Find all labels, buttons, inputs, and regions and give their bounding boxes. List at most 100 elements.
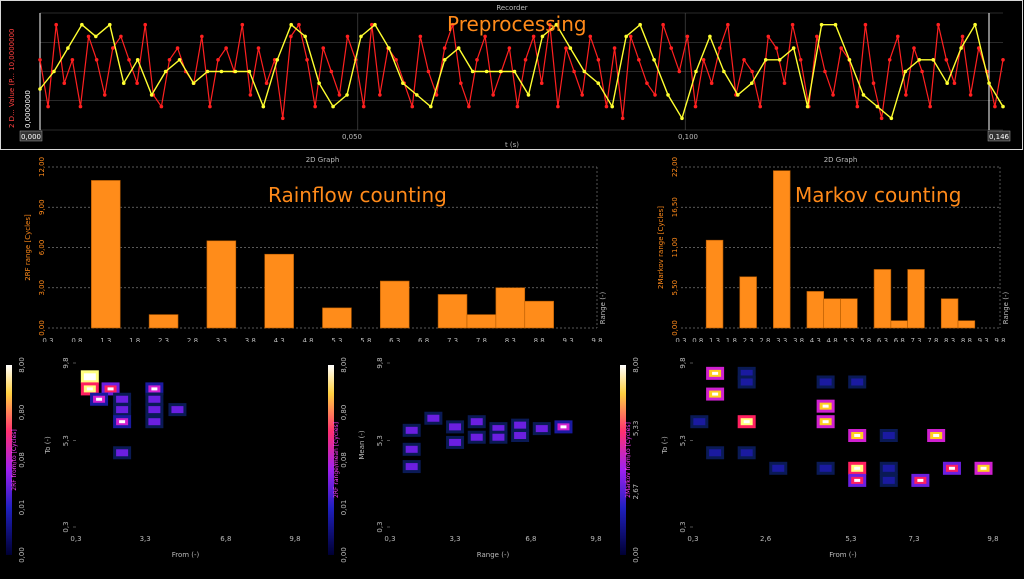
data-point bbox=[66, 46, 70, 50]
data-point bbox=[920, 69, 924, 74]
data-point bbox=[240, 22, 245, 27]
data-point bbox=[456, 46, 461, 50]
x-axis-label: Range (-) bbox=[599, 292, 607, 325]
x-tick-label: 8,3 bbox=[944, 337, 955, 342]
data-point bbox=[1001, 58, 1005, 62]
data-point bbox=[777, 58, 782, 62]
data-point bbox=[903, 69, 908, 74]
y-axis-label: 2 D... Value (P... 10,0000000 bbox=[8, 29, 16, 129]
bar bbox=[206, 240, 237, 329]
x-tick-label: 9,3 bbox=[563, 337, 574, 342]
data-point bbox=[889, 116, 894, 121]
data-point bbox=[887, 58, 892, 62]
x-tick-label: 7,8 bbox=[927, 337, 938, 342]
data-point bbox=[931, 58, 936, 62]
bar bbox=[806, 291, 825, 329]
data-point bbox=[540, 34, 545, 39]
data-point bbox=[863, 22, 868, 27]
x-end-box bbox=[987, 130, 1011, 142]
data-point bbox=[661, 22, 665, 27]
data-point bbox=[959, 46, 963, 50]
colorbar-tick: 0,00 bbox=[340, 547, 348, 563]
data-point bbox=[917, 58, 922, 62]
data-point bbox=[345, 93, 349, 97]
heatmap-cell-core bbox=[851, 378, 864, 386]
data-point bbox=[564, 46, 568, 50]
recorder-title: Recorder bbox=[496, 4, 527, 12]
data-point bbox=[373, 22, 377, 27]
recorder-chart: Recorder 2 D... Value (P... 10,0000000 0,0… bbox=[8, 4, 1011, 149]
data-point bbox=[912, 46, 916, 50]
data-point bbox=[936, 22, 941, 27]
heatmap-cell-core bbox=[116, 395, 129, 403]
data-point bbox=[216, 58, 220, 62]
data-point bbox=[329, 69, 334, 74]
heatmap-cell-hot bbox=[86, 387, 93, 391]
bar bbox=[840, 298, 858, 329]
heatmap-cell-core bbox=[116, 449, 129, 457]
data-point bbox=[483, 34, 487, 39]
colorbar-label: 2RF from/to [Cycles] bbox=[11, 429, 18, 490]
data-point bbox=[163, 69, 168, 74]
data-point bbox=[708, 34, 712, 39]
data-point bbox=[38, 58, 42, 62]
heatmap-cell-core bbox=[514, 432, 527, 440]
x-tick-label: 9,8 bbox=[591, 337, 602, 342]
data-point bbox=[159, 104, 164, 109]
series-line-1 bbox=[39, 22, 1004, 121]
data-point bbox=[200, 34, 204, 39]
x-tick-label: 6,3 bbox=[877, 337, 888, 342]
data-point bbox=[415, 93, 419, 97]
heatmap-cell-core bbox=[492, 433, 505, 441]
data-point bbox=[111, 46, 115, 50]
y-tick-label: 9,00 bbox=[38, 199, 46, 215]
colorbar-tick: 8,00 bbox=[18, 357, 26, 373]
bar bbox=[524, 300, 554, 329]
data-point bbox=[256, 46, 261, 50]
data-point bbox=[208, 104, 212, 109]
data-point bbox=[418, 34, 423, 39]
data-point bbox=[442, 58, 447, 62]
data-point bbox=[275, 58, 280, 62]
data-point bbox=[685, 34, 690, 39]
data-point bbox=[394, 58, 398, 62]
data-point bbox=[219, 69, 224, 74]
x-tick-label: 9,3 bbox=[978, 337, 989, 342]
data-point bbox=[491, 93, 495, 97]
data-point bbox=[960, 34, 965, 39]
y-tick-label: 0,3 bbox=[679, 521, 687, 532]
data-point bbox=[879, 116, 884, 121]
heatmap-cell-core bbox=[405, 463, 418, 471]
data-point bbox=[70, 58, 75, 62]
x-axis-label: From (-) bbox=[172, 551, 200, 559]
colorbar-tick: 0,00 bbox=[632, 547, 640, 563]
data-point bbox=[46, 104, 50, 109]
x-tick-label: 3,8 bbox=[793, 337, 804, 342]
data-point bbox=[442, 46, 447, 50]
heatmap-cell-hot bbox=[743, 420, 750, 424]
bar bbox=[873, 269, 892, 329]
colorbar-tick: 8,00 bbox=[632, 357, 640, 373]
data-point bbox=[669, 46, 674, 50]
data-point bbox=[819, 22, 824, 27]
heatmap-cell-hot bbox=[107, 387, 114, 391]
data-point bbox=[763, 58, 768, 62]
bar bbox=[739, 276, 757, 329]
data-point bbox=[248, 93, 253, 97]
data-point bbox=[847, 58, 852, 62]
bar bbox=[322, 307, 352, 329]
range-mean-matrix: 0,00 0,01 0,08 0,80 8,00 2RF range/mean [Cycl… bbox=[328, 357, 602, 563]
data-point bbox=[976, 46, 981, 50]
x-tick-label: 0,8 bbox=[692, 337, 703, 342]
y-tick-label: 5,3 bbox=[679, 435, 687, 446]
heatmap-cell-core bbox=[148, 418, 161, 426]
data-point bbox=[149, 93, 154, 97]
heatmap-cell-hot bbox=[560, 425, 567, 429]
data-point bbox=[823, 69, 827, 74]
data-point bbox=[272, 58, 277, 62]
data-point bbox=[666, 93, 670, 97]
data-point bbox=[944, 58, 949, 62]
heatmap-cell-core bbox=[535, 425, 548, 433]
chart-title: 2D Graph bbox=[306, 156, 340, 164]
x-tick-label: 7,3 bbox=[908, 535, 919, 543]
